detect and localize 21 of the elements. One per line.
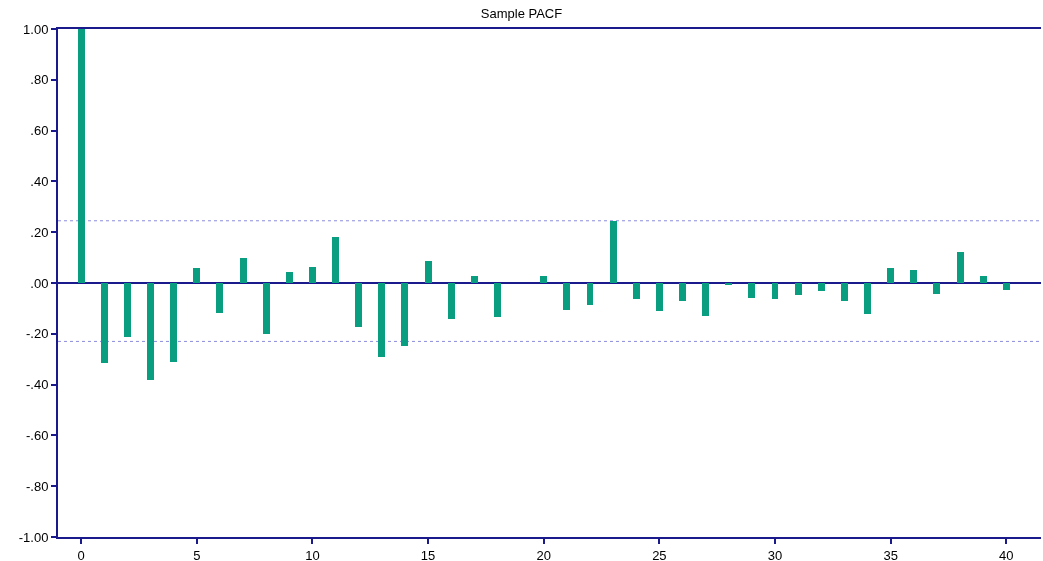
x-tick-label: 30 [767, 547, 783, 561]
x-tick-label: 5 [193, 547, 201, 561]
y-tick-label: -.20 [25, 326, 49, 342]
chart-title: Sample PACF [480, 5, 563, 21]
y-tick-label: -.80 [25, 478, 49, 494]
x-tick-label: 15 [420, 547, 436, 561]
y-tick-label: .40 [30, 173, 49, 189]
x-tick-label: 40 [999, 547, 1014, 561]
y-tick-label: -1.00 [18, 529, 49, 545]
x-tick-label: 0 [77, 547, 85, 561]
y-tick-label: -.60 [25, 427, 49, 443]
x-tick-label: 10 [305, 547, 320, 561]
y-tick-label: 1.00 [23, 21, 49, 37]
y-tick-label: .20 [30, 224, 49, 240]
x-tick-label: 35 [883, 547, 898, 561]
y-tick-label: .60 [30, 123, 49, 139]
x-tick-label: 20 [536, 547, 551, 561]
y-tick-label: -.40 [25, 377, 49, 393]
y-tick-label: .00 [30, 275, 49, 291]
x-tick-label: 25 [652, 547, 667, 561]
y-tick-label: .80 [30, 72, 49, 88]
